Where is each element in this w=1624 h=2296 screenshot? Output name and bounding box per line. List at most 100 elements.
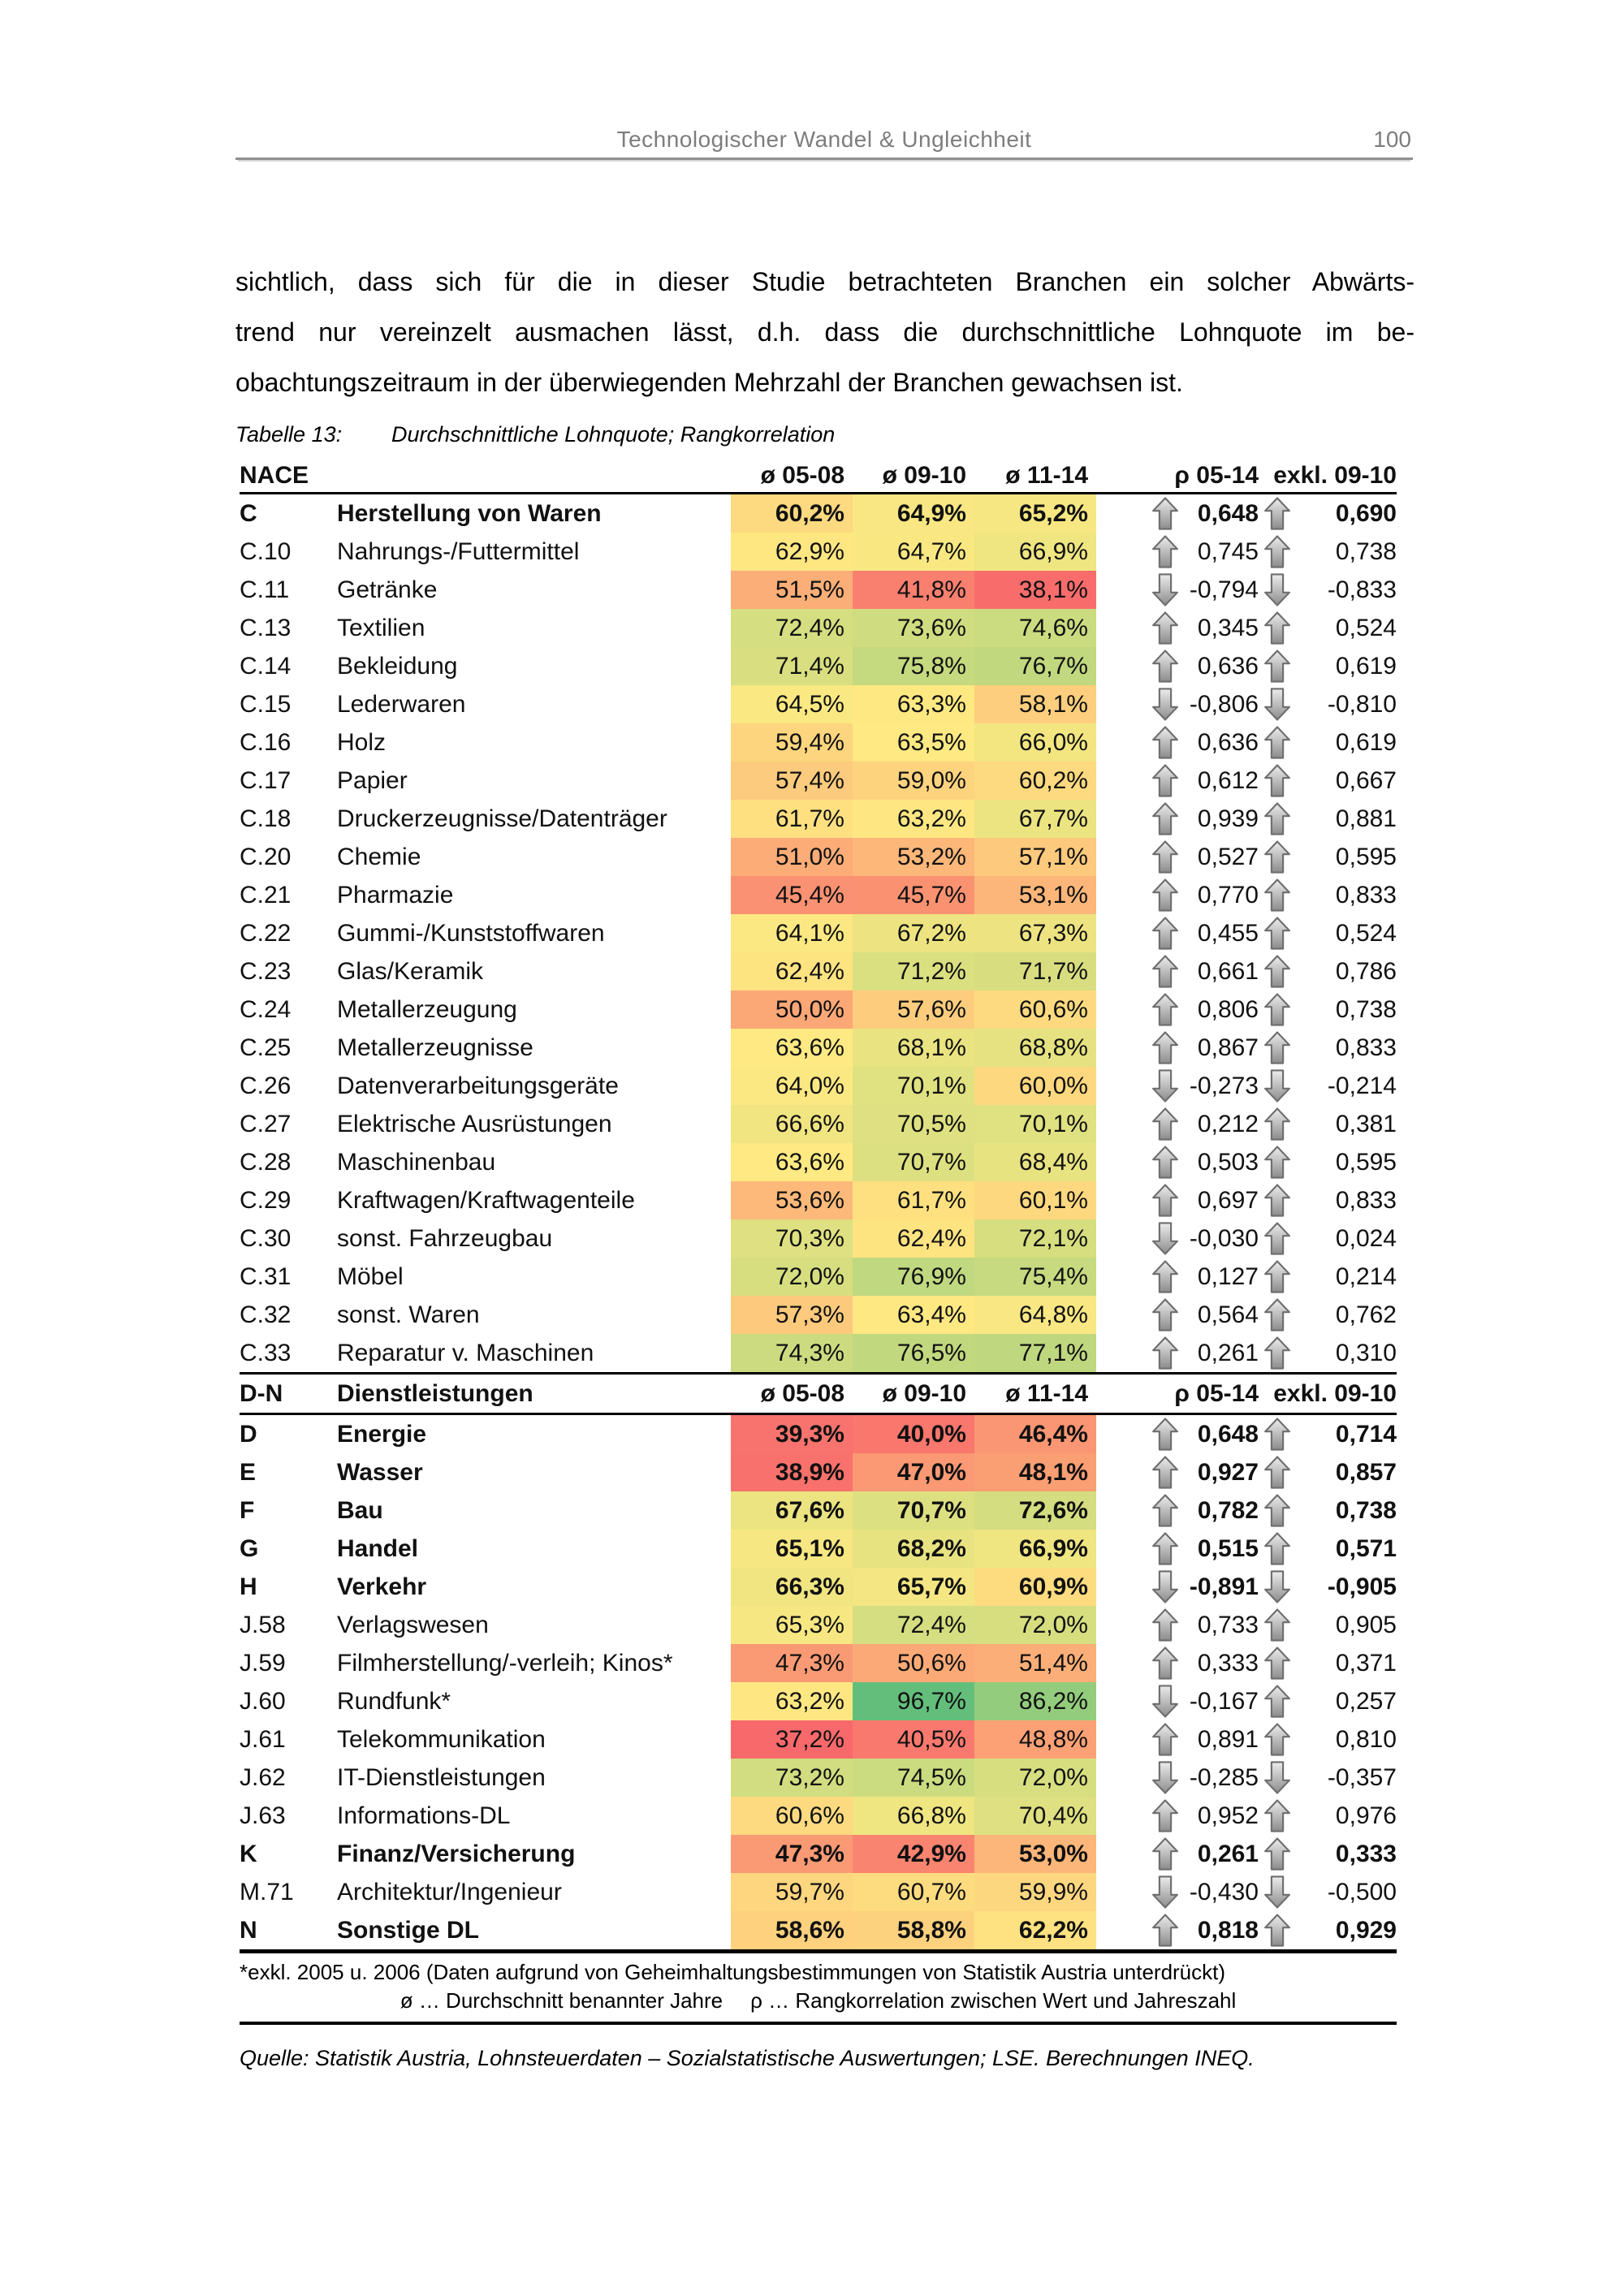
rho-05-14-value: 0,455: [1197, 920, 1259, 947]
up-arrow-icon: [1152, 611, 1178, 645]
spacer: [1096, 838, 1151, 876]
up-arrow-icon: [1264, 1107, 1290, 1141]
avg-wage-share-cell: 57,3%: [731, 1296, 853, 1334]
rho-excl-value: 0,524: [1335, 920, 1397, 947]
spacer: [1096, 723, 1151, 762]
rho-05-14-value: 0,939: [1197, 805, 1259, 832]
up-arrow-icon: [1264, 650, 1290, 683]
down-arrow-icon: [1264, 1069, 1290, 1103]
trend-arrow: [1259, 1606, 1298, 1644]
up-arrow-icon: [1264, 1723, 1290, 1756]
rho-excl-value: 0,762: [1335, 1301, 1397, 1328]
up-arrow-icon: [1152, 1298, 1178, 1331]
avg-wage-share-cell: 60,1%: [974, 1181, 1096, 1219]
avg-wage-share-cell: 72,4%: [853, 1606, 974, 1644]
spacer: [1096, 1797, 1151, 1835]
avg-wage-share-cell: 51,4%: [974, 1644, 1096, 1682]
avg-wage-share-cell: 68,8%: [974, 1029, 1096, 1067]
trend-arrow: [1151, 1759, 1184, 1797]
up-arrow-icon: [1264, 1260, 1290, 1293]
trend-arrow: [1151, 1334, 1184, 1372]
up-arrow-icon: [1152, 955, 1178, 988]
table-row: D Energie 39,3% 40,0% 46,4% 0,648 0,714: [240, 1415, 1397, 1453]
nace-code: C.29: [240, 1187, 292, 1214]
rho-05-14-value: 0,927: [1197, 1459, 1259, 1486]
rho-excl-value: 0,976: [1335, 1802, 1397, 1829]
spacer: [1096, 1105, 1151, 1143]
down-arrow-icon: [1264, 688, 1290, 721]
trend-arrow: [1259, 1530, 1298, 1568]
spacer: [1096, 533, 1151, 571]
branch-name: Gummi-/Kunststoffwaren: [337, 920, 605, 947]
rho-05-14-value: -0,273: [1189, 1072, 1259, 1099]
rho-05-14-value: 0,661: [1197, 958, 1259, 985]
rho-05-14-value: 0,952: [1197, 1802, 1259, 1829]
avg-wage-share-cell: 68,2%: [853, 1530, 974, 1568]
trend-arrow: [1151, 1143, 1184, 1181]
avg-wage-share-cell: 61,7%: [731, 800, 853, 838]
spacer: [1096, 1568, 1151, 1606]
rho-05-14-value: -0,167: [1189, 1688, 1259, 1715]
table-row: N Sonstige DL 58,6% 58,8% 62,2% 0,818 0,929: [240, 1911, 1397, 1949]
rho-excl-value: -0,357: [1327, 1764, 1397, 1791]
body-paragraph: sichtlich, dass sich für die in dieser S…: [235, 257, 1415, 408]
avg-wage-share-cell: 38,1%: [974, 571, 1096, 609]
branch-name: Nahrungs-/Futtermittel: [337, 538, 580, 565]
trend-arrow: [1259, 1143, 1298, 1181]
table-13: NACE ø 05-08 ø 09-10 ø 11-14 ρ 05-14 exk…: [240, 456, 1397, 2071]
trend-arrow: [1259, 1181, 1298, 1219]
manufacturing-section: C Herstellung von Waren 60,2% 64,9% 65,2% 0,6…: [240, 494, 1397, 1372]
trend-arrow: [1151, 723, 1184, 762]
branch-name: Handel: [337, 1535, 419, 1562]
up-arrow-icon: [1152, 1184, 1178, 1217]
branch-name: Wasser: [337, 1459, 423, 1486]
table-row: M.71 Architektur/Ingenieur 59,7% 60,7% 59,9%…: [240, 1873, 1397, 1911]
nace-code: J.62: [240, 1764, 286, 1791]
down-arrow-icon: [1152, 1685, 1178, 1718]
up-arrow-icon: [1264, 1184, 1290, 1217]
rho-excl-value: 0,833: [1335, 1187, 1397, 1214]
avg-wage-share-cell: 65,3%: [731, 1606, 853, 1644]
down-arrow-icon: [1264, 573, 1290, 606]
trend-arrow: [1151, 685, 1184, 723]
avg-wage-share-cell: 64,9%: [853, 494, 974, 533]
trend-arrow: [1151, 990, 1184, 1029]
trend-arrow: [1151, 1067, 1184, 1105]
nace-code: M.71: [240, 1879, 294, 1905]
spacer: [1096, 1720, 1151, 1759]
trend-arrow: [1151, 1530, 1184, 1568]
trend-arrow: [1259, 1682, 1298, 1720]
trend-arrow: [1259, 1415, 1298, 1453]
rho-excl-value: 0,738: [1335, 996, 1397, 1023]
rho-05-14-value: 0,564: [1197, 1301, 1259, 1328]
up-arrow-icon: [1264, 764, 1290, 797]
table-row: F Bau 67,6% 70,7% 72,6% 0,782 0,738: [240, 1491, 1397, 1530]
table-row: C Herstellung von Waren 60,2% 64,9% 65,2% 0,6…: [240, 494, 1397, 533]
avg-wage-share-cell: 70,1%: [853, 1067, 974, 1105]
avg-wage-share-cell: 48,1%: [974, 1453, 1096, 1491]
avg-wage-share-cell: 47,3%: [731, 1644, 853, 1682]
table-row: C.18 Druckerzeugnisse/Datenträger 61,7% 63,…: [240, 800, 1397, 838]
spacer: [1096, 1911, 1151, 1949]
branch-name: Metallerzeugung: [337, 996, 517, 1023]
up-arrow-icon: [1264, 1222, 1290, 1255]
up-arrow-icon: [1152, 535, 1178, 568]
up-arrow-icon: [1264, 917, 1290, 950]
trend-arrow: [1259, 533, 1298, 571]
rho-05-14-value: 0,806: [1197, 996, 1259, 1023]
trend-arrow: [1151, 762, 1184, 800]
trend-arrow: [1151, 1873, 1184, 1911]
avg-wage-share-cell: 70,7%: [853, 1491, 974, 1530]
rho-excl-value: 0,619: [1335, 729, 1397, 756]
trend-arrow: [1151, 1296, 1184, 1334]
avg-wage-share-cell: 53,1%: [974, 876, 1096, 914]
avg-wage-share-cell: 70,4%: [974, 1797, 1096, 1835]
header-rho-05-14: ρ 05-14: [1174, 1380, 1259, 1407]
trend-arrow: [1259, 838, 1298, 876]
rho-excl-value: -0,500: [1327, 1879, 1397, 1905]
up-arrow-icon: [1264, 840, 1290, 874]
spacer: [1096, 1143, 1151, 1181]
up-arrow-icon: [1264, 1418, 1290, 1451]
trend-arrow: [1259, 1453, 1298, 1491]
table-caption-text: Durchschnittliche Lohnquote; Rangkorrela…: [391, 422, 836, 447]
